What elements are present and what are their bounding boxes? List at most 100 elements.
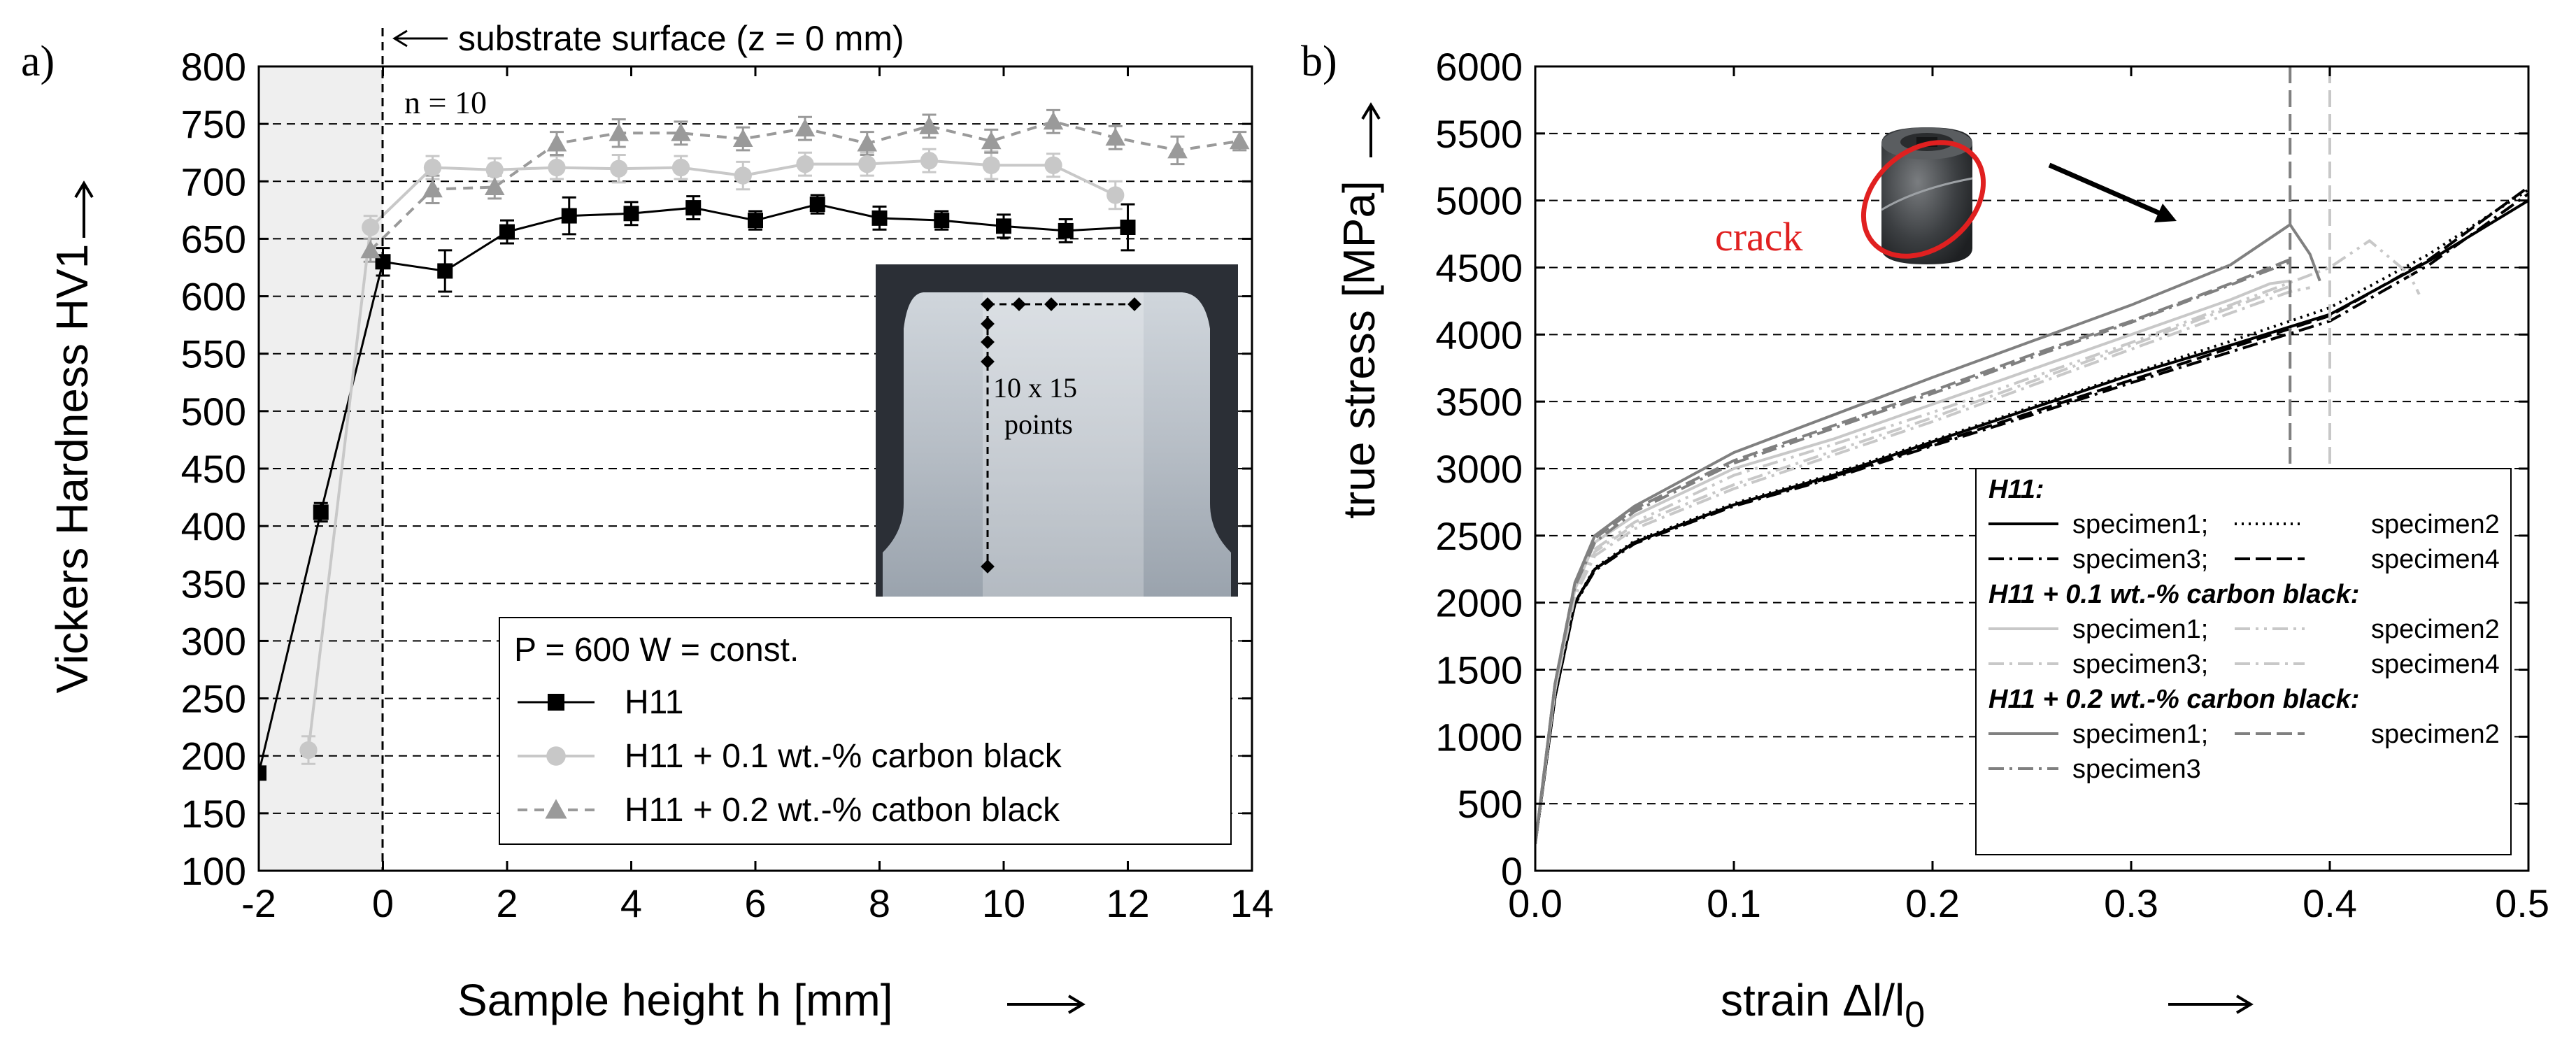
y-axis-arrow-icon	[74, 180, 94, 238]
x-axis-label-b: strain Δl/l0	[1721, 975, 1925, 1035]
y-tick-label: 2500	[1435, 514, 1523, 558]
data-point	[360, 240, 381, 259]
inset-points-line1: 10 x 15	[993, 372, 1077, 404]
legend-group-title: H11 + 0.2 wt.-% carbon black:	[1988, 685, 2359, 714]
stress-curve	[1535, 188, 2528, 844]
stress-curve	[1535, 185, 2528, 844]
data-point	[671, 122, 691, 141]
data-point	[609, 122, 629, 141]
y-tick-label: 400	[181, 504, 246, 548]
y-tick-label: 300	[181, 619, 246, 663]
x-tick-label: 0.5	[2495, 881, 2549, 925]
stress-curve	[1535, 286, 2310, 844]
legend-entries-a: H11 H11 + 0.1 wt.-% carbon black H11 + 0.2…	[518, 684, 1062, 829]
y-tick-label: 5000	[1435, 179, 1523, 223]
x-tick-label: 0.0	[1508, 881, 1563, 925]
legend-label: specimen3	[2072, 755, 2201, 784]
series-markers-a	[259, 111, 1250, 781]
y-axis-label-a: Vickers Hardness HV1	[47, 244, 97, 694]
x-tick-label: 0	[372, 881, 394, 925]
legend-label: specimen1;	[2072, 510, 2208, 539]
data-point	[259, 765, 266, 781]
data-point	[610, 159, 628, 178]
inset-points-line2: points	[1004, 408, 1073, 440]
x-axis-arrow-icon	[1007, 995, 1086, 1014]
data-point	[313, 504, 329, 520]
data-point	[809, 197, 825, 213]
x-tick-label: 14	[1230, 881, 1274, 925]
legend-b: H11: specimen1; specimen2 specimen3; specime…	[1975, 468, 2512, 855]
panel-label-b: b)	[1301, 38, 1337, 85]
data-point	[623, 206, 639, 222]
legend-label: specimen2	[2371, 510, 2500, 539]
data-point	[423, 158, 442, 177]
y-tick-label: 600	[181, 275, 246, 319]
legend-label: H11 + 0.1 wt.-% carbon black	[625, 738, 1062, 775]
legend-label: specimen2	[2371, 720, 2500, 749]
y-tick-label: 550	[181, 332, 246, 376]
y-tick-label: 6000	[1435, 45, 1523, 89]
y-tick-label: 4000	[1435, 313, 1523, 357]
legend-label: specimen3;	[2072, 650, 2208, 679]
legend-label: H11	[625, 684, 684, 721]
x-axis-arrow-b-icon	[2168, 995, 2254, 1014]
y-tick-label: 1500	[1435, 648, 1523, 692]
data-point	[1058, 222, 1074, 238]
legend-group-title: H11 + 0.1 wt.-% carbon black:	[1988, 580, 2359, 609]
data-point	[919, 116, 939, 134]
data-point	[732, 129, 753, 147]
data-point	[982, 156, 1000, 174]
data-point	[996, 218, 1011, 234]
y-tick-label: 650	[181, 217, 246, 261]
crack-specimen-photo: crack	[1715, 127, 1986, 264]
legend-label: specimen3;	[2072, 545, 2208, 574]
data-point	[437, 263, 453, 279]
stress-strain-chart: 0 500 1000 1500 2000 2500 3000 3500 4000 4500 5000…	[1301, 38, 2549, 1035]
data-point	[499, 224, 515, 240]
x-tick-label: 8	[869, 881, 890, 925]
data-point	[485, 161, 504, 179]
legend-label: specimen2	[2371, 615, 2500, 644]
stress-curve	[1535, 258, 2291, 844]
y-tick-label: 250	[181, 677, 246, 721]
data-point	[1167, 140, 1188, 159]
y-axis-arrow-b-icon	[1361, 102, 1381, 157]
y-tick-label: 0	[1501, 849, 1523, 893]
x-tick-label: 2	[496, 881, 518, 925]
data-point	[299, 741, 318, 760]
y-tick-label: 3000	[1435, 447, 1523, 491]
data-point	[857, 133, 878, 152]
legend-entries-b: H11: specimen1; specimen2 specimen3; specime…	[1988, 475, 2500, 784]
data-point	[858, 155, 876, 173]
data-point	[1120, 220, 1136, 235]
y-tick-label: 1000	[1435, 715, 1523, 759]
x-tick-label: 0.1	[1707, 881, 1761, 925]
data-point	[920, 152, 939, 170]
legend-a: P = 600 W = const. H11 H11 + 0.1 wt.-% ca…	[499, 617, 1232, 845]
data-point	[685, 200, 702, 216]
series-lines-b	[1535, 185, 2528, 844]
legend-marker	[545, 799, 567, 819]
y-tick-label: 100	[181, 849, 246, 893]
data-point	[422, 179, 443, 198]
y-tick-label: 800	[181, 45, 246, 89]
data-point	[871, 210, 888, 226]
x-axis-label-a: Sample height h [mm]	[457, 975, 893, 1025]
y-tick-label: 2000	[1435, 581, 1523, 625]
legend-marker	[546, 746, 566, 766]
substrate-arrow-icon	[392, 29, 448, 48]
data-point	[484, 177, 505, 195]
data-point	[981, 131, 1002, 150]
substrate-annotation: substrate surface (z = 0 mm)	[458, 19, 904, 58]
x-tick-label: 0.2	[1905, 881, 1960, 925]
y-tick-label: 700	[181, 159, 246, 204]
legend-label: H11 + 0.2 wt.-% catbon black	[625, 792, 1060, 829]
data-point	[1043, 111, 1064, 130]
data-point	[734, 166, 752, 185]
x-tick-label: -2	[241, 881, 276, 925]
data-point	[561, 208, 577, 224]
legend-title-a: P = 600 W = const.	[514, 632, 799, 669]
legend-label: specimen1;	[2072, 720, 2208, 749]
stress-curve	[1535, 260, 2291, 844]
data-point	[934, 213, 950, 229]
